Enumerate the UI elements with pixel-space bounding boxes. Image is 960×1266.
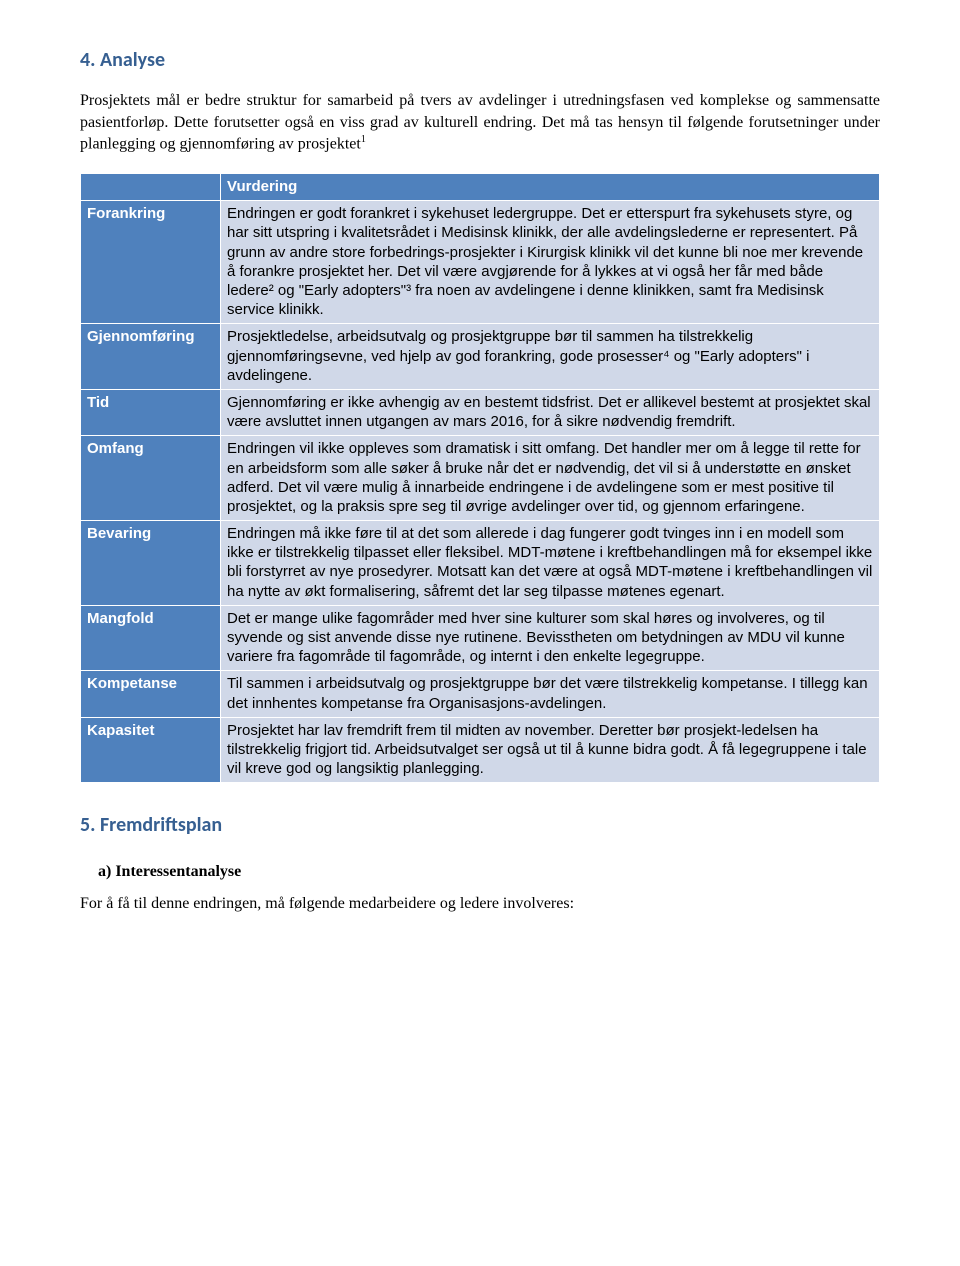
- row-label: Tid: [81, 389, 221, 435]
- table-row: Mangfold Det er mange ulike fagområder m…: [81, 605, 880, 671]
- row-value: Endringen er godt forankret i sykehuset …: [221, 201, 880, 324]
- row-value: Prosjektet har lav fremdrift frem til mi…: [221, 717, 880, 783]
- row-value: Prosjektledelse, arbeidsutvalg og prosje…: [221, 324, 880, 390]
- table-row: Tid Gjennomføring er ikke avhengig av en…: [81, 389, 880, 435]
- row-label: Mangfold: [81, 605, 221, 671]
- subsection-interessentanalyse: a) Interessentanalyse: [98, 863, 880, 881]
- analysis-table: Vurdering Forankring Endringen er godt f…: [80, 173, 880, 783]
- intro-footnote-ref: 1: [361, 134, 366, 145]
- row-value: Det er mange ulike fagområder med hver s…: [221, 605, 880, 671]
- closing-paragraph: For å få til denne endringen, må følgend…: [80, 895, 880, 913]
- table-row: Gjennomføring Prosjektledelse, arbeidsut…: [81, 324, 880, 390]
- section-heading-analyse: 4. Analyse: [80, 48, 880, 72]
- row-label: Omfang: [81, 436, 221, 521]
- table-row: Forankring Endringen er godt forankret i…: [81, 201, 880, 324]
- row-value: Til sammen i arbeidsutvalg og prosjektgr…: [221, 671, 880, 717]
- table-header-row: Vurdering: [81, 174, 880, 201]
- table-row: Bevaring Endringen må ikke føre til at d…: [81, 521, 880, 606]
- row-label: Kapasitet: [81, 717, 221, 783]
- section-heading-fremdriftsplan: 5. Fremdriftsplan: [80, 813, 880, 837]
- table-row: Kapasitet Prosjektet har lav fremdrift f…: [81, 717, 880, 783]
- row-value: Endringen vil ikke oppleves som dramatis…: [221, 436, 880, 521]
- row-label: Gjennomføring: [81, 324, 221, 390]
- row-label: Forankring: [81, 201, 221, 324]
- row-label: Bevaring: [81, 521, 221, 606]
- row-value: Endringen må ikke føre til at det som al…: [221, 521, 880, 606]
- table-header-left: [81, 174, 221, 201]
- row-value: Gjennomføring er ikke avhengig av en bes…: [221, 389, 880, 435]
- intro-text: Prosjektets mål er bedre struktur for sa…: [80, 92, 880, 153]
- table-row: Omfang Endringen vil ikke oppleves som d…: [81, 436, 880, 521]
- intro-paragraph: Prosjektets mål er bedre struktur for sa…: [80, 90, 880, 155]
- row-label: Kompetanse: [81, 671, 221, 717]
- table-header-right: Vurdering: [221, 174, 880, 201]
- table-row: Kompetanse Til sammen i arbeidsutvalg og…: [81, 671, 880, 717]
